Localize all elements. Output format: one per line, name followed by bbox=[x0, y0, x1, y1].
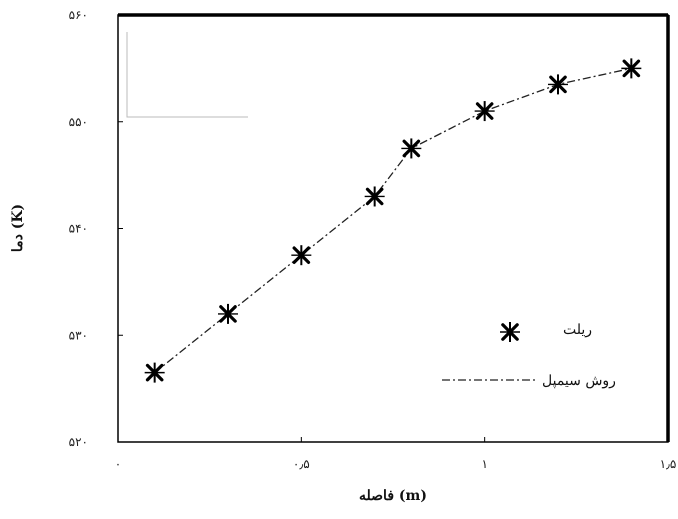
x-tick-label: ۰٫۵ bbox=[293, 457, 310, 471]
x-tick-label: ۱٫۵ bbox=[660, 457, 677, 471]
legend-label-simple: روش سیمپل bbox=[542, 373, 616, 389]
legend-entry-simple: روش سیمپل bbox=[442, 373, 616, 389]
data-point-marker bbox=[548, 74, 568, 95]
y-tick-label: ۵۳۰ bbox=[69, 328, 88, 342]
series-marker-layer bbox=[144, 58, 642, 383]
legend-label-rilet: ریلت bbox=[563, 322, 592, 338]
data-point-marker bbox=[401, 138, 422, 159]
x-tick-label: ۱ bbox=[481, 457, 487, 471]
y-tick-label: ۵۶۰ bbox=[69, 8, 88, 22]
y-axis-label: دما (K) bbox=[10, 204, 26, 252]
y-tick-label: ۵۴۰ bbox=[69, 222, 88, 236]
data-point-marker bbox=[291, 245, 312, 266]
data-point-marker bbox=[364, 186, 385, 207]
data-point-marker bbox=[218, 303, 238, 324]
x-tick-label: ۰ bbox=[115, 457, 121, 471]
x-axis-ticks: ۰ ۰٫۵ ۱ ۱٫۵ bbox=[115, 437, 677, 471]
y-tick-label: ۵۵۰ bbox=[69, 115, 88, 129]
legend-entry-rilet: ریلت bbox=[500, 322, 592, 342]
data-point-marker bbox=[474, 101, 495, 122]
data-point-marker bbox=[621, 58, 642, 79]
legend: ریلت روش سیمپل bbox=[442, 322, 616, 389]
legend-asterisk bbox=[500, 322, 520, 342]
y-tick-label: ۵۲۰ bbox=[69, 435, 88, 449]
corner-bracket bbox=[126, 32, 248, 118]
x-axis-label: فاصله (m) bbox=[359, 488, 427, 504]
data-point-marker bbox=[144, 362, 165, 383]
legend-marker-asterisk-icon bbox=[500, 322, 520, 342]
y-axis-ticks: ۵۲۰ ۵۳۰ ۵۴۰ ۵۵۰ ۵۶۰ bbox=[69, 8, 123, 449]
